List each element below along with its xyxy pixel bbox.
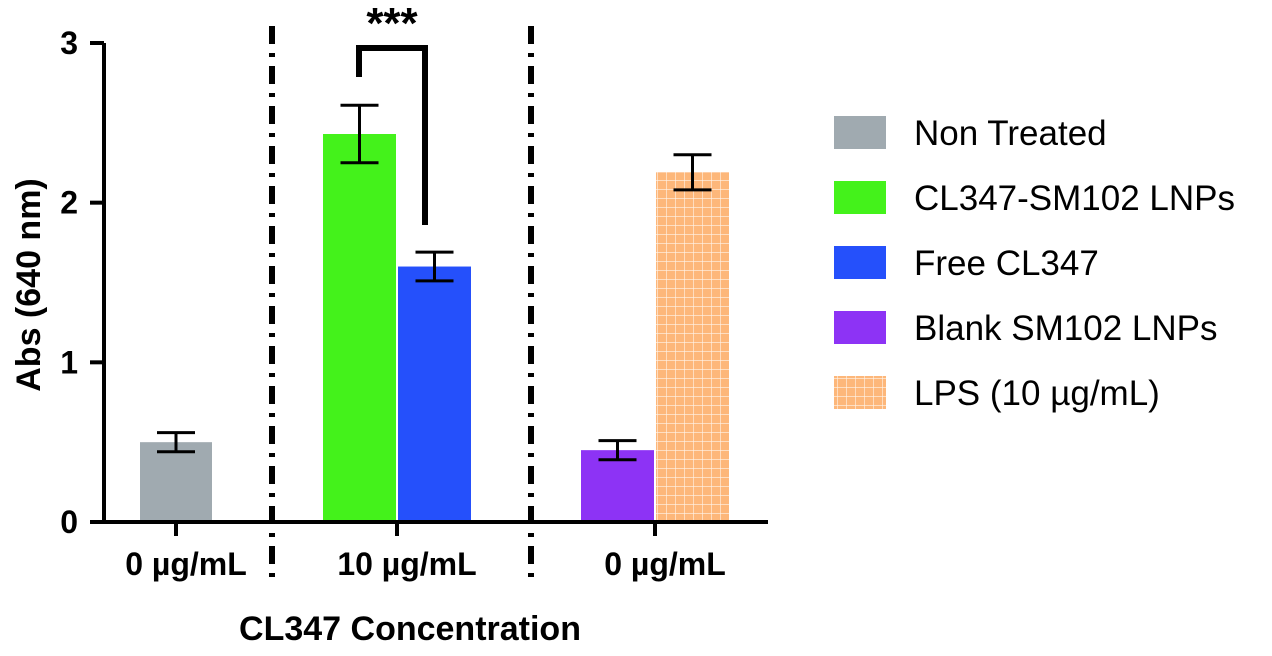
bar-free-cl347 — [398, 266, 471, 522]
bar-cl347-sm102-lnps — [323, 134, 396, 522]
x-axis: 0 µg/mL 10 µg/mL 0 µg/mL — [102, 520, 768, 582]
bar-lps-10-g-ml — [656, 172, 729, 522]
x-axis-label: CL347 Concentration — [239, 610, 581, 648]
significance-annotation: *** — [356, 0, 428, 225]
y-axis: 0 1 2 3 — [60, 25, 106, 540]
x-group-label: 10 µg/mL — [337, 546, 476, 582]
y-tick-label: 2 — [60, 185, 78, 221]
bar-blank-sm102-lnps — [581, 450, 654, 522]
legend-label: Blank SM102 LNPs — [914, 309, 1217, 348]
legend-swatch — [834, 246, 886, 279]
legend-label: Non Treated — [914, 114, 1107, 153]
y-tick-label: 3 — [60, 25, 78, 61]
x-group-label: 0 µg/mL — [604, 546, 726, 582]
legend-swatch — [834, 376, 886, 409]
y-tick-label: 1 — [60, 344, 78, 380]
bars-layer — [140, 134, 729, 522]
x-ticks: 0 µg/mL 10 µg/mL 0 µg/mL — [125, 522, 726, 582]
legend-swatch — [834, 181, 886, 214]
legend-label: LPS (10 µg/mL) — [914, 374, 1160, 413]
x-group-label: 0 µg/mL — [125, 546, 247, 582]
error-bars-layer — [157, 103, 712, 462]
y-ticks: 0 1 2 3 — [60, 25, 104, 540]
significance-stars: *** — [366, 0, 418, 48]
legend: Non Treated CL347-SM102 LNPs Free CL347 Bla… — [834, 114, 1235, 413]
separators-layer — [269, 26, 534, 582]
legend-swatch — [834, 116, 886, 149]
legend-label: CL347-SM102 LNPs — [914, 179, 1235, 218]
significance-bracket — [356, 45, 428, 225]
legend-label: Free CL347 — [914, 244, 1099, 283]
y-tick-label: 0 — [60, 504, 78, 540]
bar-non-treated — [140, 442, 212, 522]
y-axis-label: Abs (640 nm) — [10, 178, 48, 392]
legend-swatch — [834, 311, 886, 344]
